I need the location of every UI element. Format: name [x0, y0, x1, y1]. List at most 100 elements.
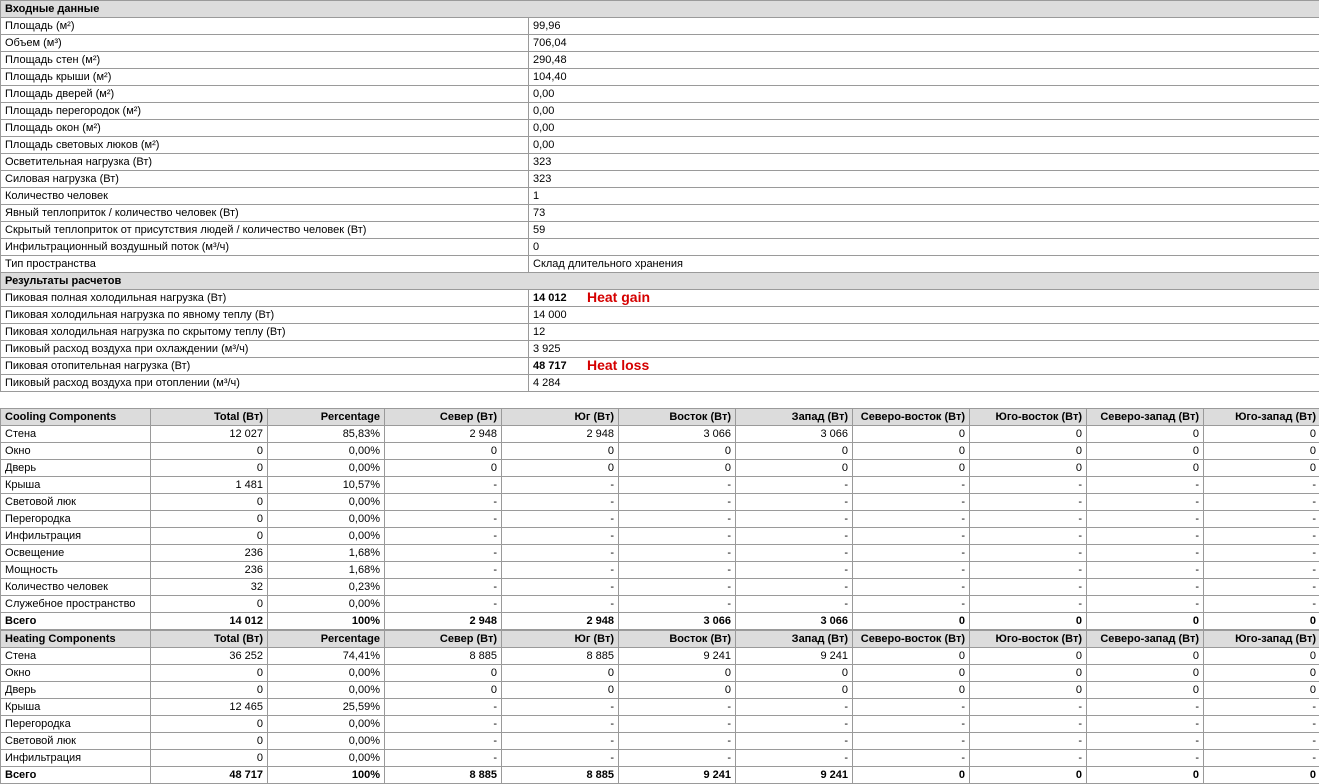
table-row: Световой люк00,00%-------- — [1, 733, 1319, 750]
table-row: Стена12 02785,83%2 9482 9483 0663 066000… — [1, 426, 1319, 443]
cell-value: - — [853, 477, 970, 494]
cell-value: 0 — [151, 665, 268, 682]
cell-value: - — [1204, 528, 1319, 545]
kv-value: 290,48 — [529, 52, 1319, 69]
kv-value: 104,40 — [529, 69, 1319, 86]
cell-value: 36 252 — [151, 648, 268, 665]
cell-value: 0 — [736, 682, 853, 699]
cell-value: 0 — [502, 682, 619, 699]
cell-value: 0 — [385, 665, 502, 682]
kv-value: 4 284 — [529, 375, 1319, 392]
row-label: Стена — [1, 648, 151, 665]
cell-value: 8 885 — [385, 648, 502, 665]
cell-value: 0 — [1204, 767, 1319, 784]
cell-value: 0 — [853, 426, 970, 443]
row-label: Перегородка — [1, 511, 151, 528]
cell-value: - — [970, 528, 1087, 545]
cell-value: 74,41% — [268, 648, 385, 665]
row-label: Мощность — [1, 562, 151, 579]
cell-value: - — [502, 562, 619, 579]
cell-value: - — [853, 528, 970, 545]
column-header: Восток (Вт) — [619, 409, 736, 426]
cell-value: 0 — [853, 648, 970, 665]
cell-value: 0 — [1087, 460, 1204, 477]
cell-value: - — [853, 545, 970, 562]
kv-row: Площадь перегородок (м²)0,00 — [1, 103, 1319, 120]
cell-value: - — [502, 699, 619, 716]
cell-value: - — [970, 716, 1087, 733]
column-header: Юго-запад (Вт) — [1204, 631, 1319, 648]
table-row: Перегородка00,00%-------- — [1, 716, 1319, 733]
kv-row: Площадь окон (м²)0,00 — [1, 120, 1319, 137]
cell-value: - — [1087, 528, 1204, 545]
cell-value: - — [736, 579, 853, 596]
cell-value: - — [619, 750, 736, 767]
cell-value: - — [1204, 596, 1319, 613]
cell-value: - — [1204, 579, 1319, 596]
column-header: Юго-восток (Вт) — [970, 409, 1087, 426]
cell-value: - — [502, 750, 619, 767]
kv-value: 0 — [529, 239, 1319, 256]
table-row: Инфильтрация00,00%-------- — [1, 528, 1319, 545]
cell-value: 0 — [502, 460, 619, 477]
cell-value: 0 — [1087, 613, 1204, 630]
kv-label: Инфильтрационный воздушный поток (м³/ч) — [1, 239, 529, 256]
annotation-label: Heat loss — [587, 358, 649, 374]
kv-label: Пиковая холодильная нагрузка по явному т… — [1, 307, 529, 324]
cell-value: 0 — [1204, 613, 1319, 630]
cell-value: - — [619, 511, 736, 528]
kv-row: Площадь стен (м²)290,48 — [1, 52, 1319, 69]
cell-value: - — [1204, 716, 1319, 733]
cell-value: 0 — [853, 665, 970, 682]
cell-value: - — [502, 716, 619, 733]
cell-value: 0 — [151, 596, 268, 613]
table-row: Крыша12 46525,59%-------- — [1, 699, 1319, 716]
row-label: Количество человек — [1, 579, 151, 596]
kv-row: Осветительная нагрузка (Вт)323 — [1, 154, 1319, 171]
kv-row: Пиковый расход воздуха при отоплении (м³… — [1, 375, 1319, 392]
section-header: Входные данные — [1, 1, 1319, 18]
kv-label: Количество человек — [1, 188, 529, 205]
cell-value: - — [1087, 562, 1204, 579]
column-header: Восток (Вт) — [619, 631, 736, 648]
cell-value: - — [619, 596, 736, 613]
cell-value: - — [619, 716, 736, 733]
cell-value: - — [619, 494, 736, 511]
cell-value: 0 — [151, 733, 268, 750]
row-label: Инфильтрация — [1, 750, 151, 767]
cell-value: - — [619, 579, 736, 596]
cell-value: - — [970, 579, 1087, 596]
kv-label: Площадь (м²) — [1, 18, 529, 35]
cell-value: - — [736, 545, 853, 562]
cell-value: 0 — [151, 511, 268, 528]
cell-value: 0 — [619, 665, 736, 682]
kv-table: Входные данныеПлощадь (м²)99,96Объем (м³… — [0, 0, 1319, 392]
row-label: Крыша — [1, 699, 151, 716]
column-header: Северо-запад (Вт) — [1087, 631, 1204, 648]
cell-value: 2 948 — [385, 426, 502, 443]
column-header: Percentage — [268, 409, 385, 426]
kv-row: Пиковая холодильная нагрузка по явному т… — [1, 307, 1319, 324]
cell-value: - — [736, 596, 853, 613]
total-row: Всего48 717100%8 8858 8859 2419 2410000 — [1, 767, 1319, 784]
cell-value: - — [502, 733, 619, 750]
column-header: Heating Components — [1, 631, 151, 648]
cell-value: 0 — [1204, 426, 1319, 443]
cell-value: - — [1204, 494, 1319, 511]
cell-value: - — [619, 733, 736, 750]
cell-value: - — [1087, 477, 1204, 494]
kv-label: Площадь дверей (м²) — [1, 86, 529, 103]
cell-value: 0 — [970, 665, 1087, 682]
table-row: Инфильтрация00,00%-------- — [1, 750, 1319, 767]
cell-value: 0 — [619, 443, 736, 460]
cell-value: - — [385, 528, 502, 545]
cell-value: - — [385, 494, 502, 511]
cell-value: 12 465 — [151, 699, 268, 716]
cell-value: 0,00% — [268, 443, 385, 460]
cell-value: - — [1204, 562, 1319, 579]
kv-label: Тип пространства — [1, 256, 529, 273]
cell-value: 8 885 — [502, 648, 619, 665]
heating-table: Heating ComponentsTotal (Вт)PercentageСе… — [0, 630, 1319, 784]
kv-label: Площадь стен (м²) — [1, 52, 529, 69]
cell-value: 0 — [151, 716, 268, 733]
